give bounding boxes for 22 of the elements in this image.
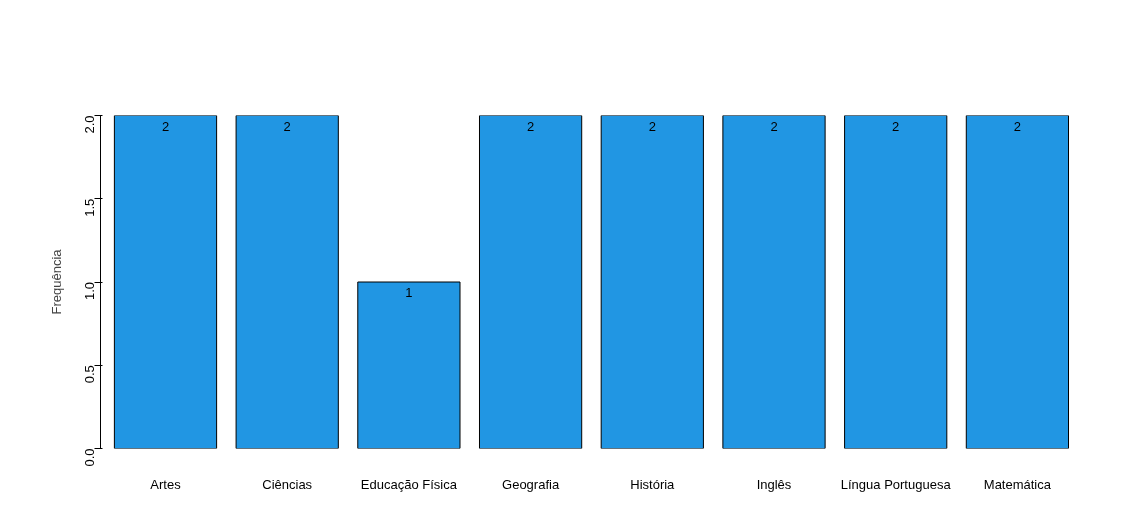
x-tick-label: Matemática	[983, 476, 1052, 492]
x-tick-label: Inglês	[756, 476, 792, 492]
y-axis-title: Frequência	[48, 248, 64, 315]
x-tick-label: História	[630, 476, 676, 492]
y-tick-label: 2.0	[82, 115, 97, 134]
x-tick-label: Língua Portuguesa	[840, 476, 952, 492]
y-tick-label: 0.0	[82, 448, 97, 467]
x-tick-label: Geografia	[502, 476, 560, 492]
y-tick-label: 1.5	[82, 198, 97, 217]
data-label: 1	[405, 285, 413, 300]
x-tick-label: Artes	[150, 476, 182, 492]
data-label: 2	[770, 118, 778, 134]
data-label: 2	[1013, 118, 1022, 134]
data-label: 2	[283, 118, 291, 134]
data-label: 2	[892, 118, 900, 134]
y-tick-label: 1.0	[82, 281, 97, 301]
data-label: 2	[526, 118, 535, 134]
x-tick-label: Ciências	[262, 476, 313, 492]
y-tick-label: 0.5	[82, 365, 97, 384]
data-label: 2	[648, 118, 656, 134]
x-tick-label: Educação Física	[360, 476, 458, 492]
data-label: 2	[161, 118, 170, 134]
